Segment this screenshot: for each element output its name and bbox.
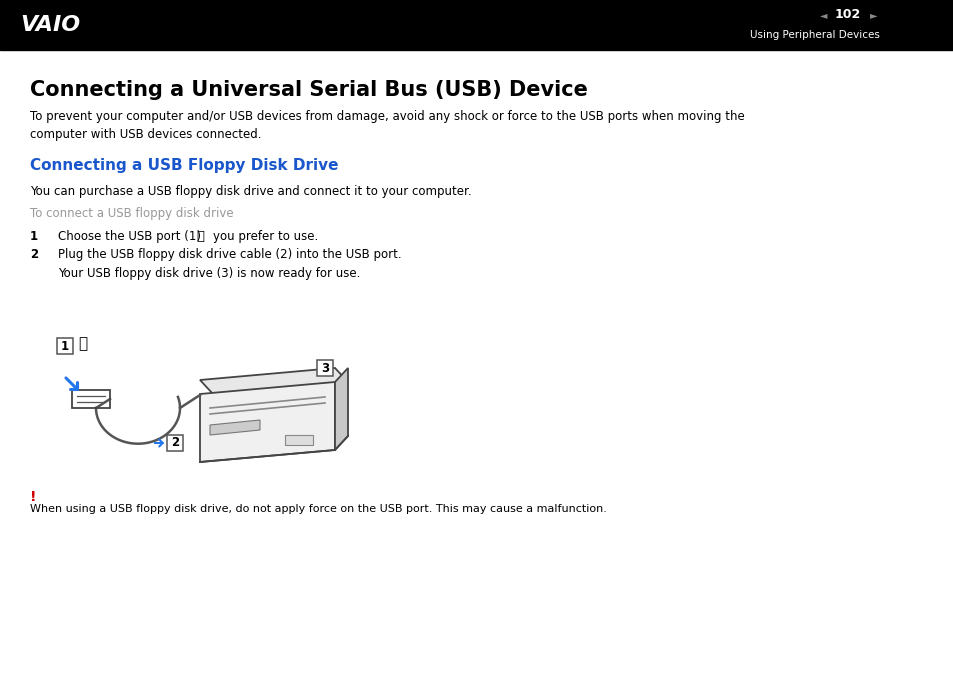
Bar: [167, 435, 183, 451]
Text: you prefer to use.: you prefer to use.: [213, 230, 318, 243]
Text: 3: 3: [320, 361, 329, 375]
Text: Connecting a Universal Serial Bus (USB) Device: Connecting a Universal Serial Bus (USB) …: [30, 80, 587, 100]
Text: VAIO: VAIO: [20, 15, 80, 35]
Polygon shape: [335, 368, 348, 450]
Text: Connecting a USB Floppy Disk Drive: Connecting a USB Floppy Disk Drive: [30, 158, 338, 173]
Text: ⍾: ⍾: [78, 336, 87, 352]
Text: Plug the USB floppy disk drive cable (2) into the USB port.
Your USB floppy disk: Plug the USB floppy disk drive cable (2)…: [58, 248, 401, 280]
Bar: [71, 390, 110, 408]
Polygon shape: [210, 420, 260, 435]
Text: 2: 2: [30, 248, 38, 261]
Bar: [285, 435, 313, 445]
Text: 2: 2: [171, 437, 179, 450]
Text: To prevent your computer and/or USB devices from damage, avoid any shock or forc: To prevent your computer and/or USB devi…: [30, 110, 744, 141]
Bar: [57, 338, 73, 354]
Text: ◄: ◄: [820, 10, 826, 20]
Text: When using a USB floppy disk drive, do not apply force on the USB port. This may: When using a USB floppy disk drive, do n…: [30, 504, 606, 514]
Polygon shape: [200, 368, 348, 394]
Text: To connect a USB floppy disk drive: To connect a USB floppy disk drive: [30, 207, 233, 220]
Text: ⍾: ⍾: [195, 230, 204, 243]
Polygon shape: [200, 382, 335, 462]
Bar: [316, 360, 333, 376]
Text: 1: 1: [61, 340, 69, 353]
Text: 1: 1: [30, 230, 38, 243]
Text: Using Peripheral Devices: Using Peripheral Devices: [749, 30, 879, 40]
Text: 102: 102: [834, 9, 861, 22]
Text: Choose the USB port (1): Choose the USB port (1): [58, 230, 201, 243]
Text: !: !: [30, 490, 36, 504]
Text: ►: ►: [869, 10, 877, 20]
Text: You can purchase a USB floppy disk drive and connect it to your computer.: You can purchase a USB floppy disk drive…: [30, 185, 471, 198]
Bar: [0, 0, 953, 50]
